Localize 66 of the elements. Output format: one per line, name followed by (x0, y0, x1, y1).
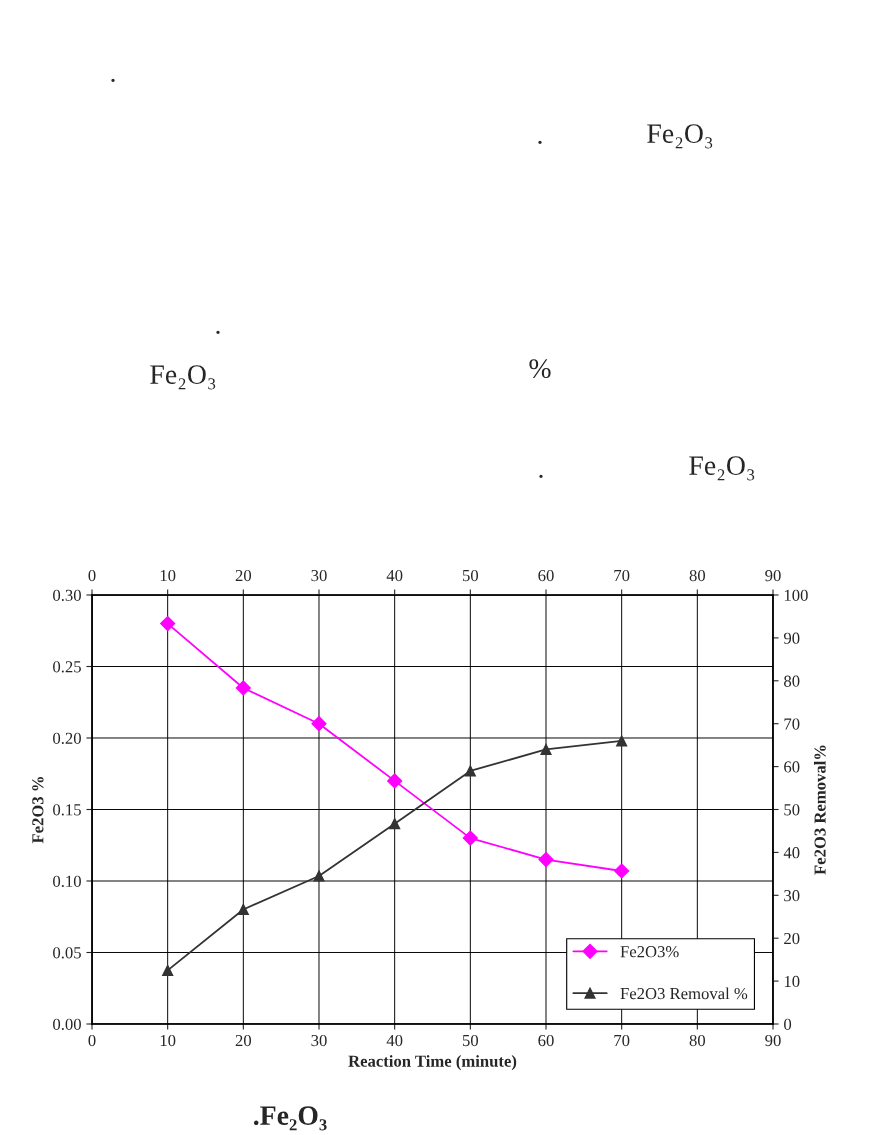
x2-tick-label: 0 (88, 569, 96, 582)
text: . (216, 330, 220, 335)
x2-tick-label: 40 (386, 569, 403, 582)
x-axis-title: Reaction Time (minute) (348, 1055, 517, 1071)
y2-tick-label: 0 (784, 1018, 792, 1030)
point (313, 870, 325, 882)
y2-tick-label: 50 (784, 804, 800, 816)
text: . (538, 140, 542, 145)
x-tick-label: 80 (689, 1034, 706, 1047)
point (538, 851, 554, 868)
x-tick-label: 90 (765, 1034, 781, 1047)
y-tick-label: 0.00 (53, 1018, 81, 1031)
y-tick-label: 0.10 (53, 875, 81, 888)
point (235, 680, 251, 696)
point (462, 830, 478, 846)
x-tick-label: 10 (160, 1034, 176, 1047)
point (464, 765, 476, 777)
point (160, 616, 176, 632)
y2-tick-label: 70 (784, 718, 800, 730)
x-tick-label: 60 (538, 1034, 554, 1047)
x2-tick-label: 30 (311, 569, 327, 582)
x2-tick-label: 60 (538, 569, 554, 582)
point (389, 818, 401, 830)
x-tick-label: 30 (311, 1034, 327, 1047)
text: % (529, 359, 551, 379)
x2-tick-label: 80 (689, 569, 706, 582)
y-tick-label: 0.25 (53, 661, 81, 673)
point (311, 716, 327, 732)
text: Fe₂O₃ (150, 365, 216, 390)
y2-tick-label: 60 (784, 761, 800, 773)
y-tick-label: 0.30 (53, 589, 81, 602)
legend-label: Fe2O3% (620, 946, 679, 958)
text: Fe₂O₃ (689, 456, 755, 481)
x2-tick-label: 70 (614, 569, 630, 582)
x-tick-label: 40 (386, 1034, 403, 1047)
y-tick-label: 0.15 (53, 804, 81, 816)
text: .Fe₂O₃ (253, 1106, 327, 1131)
point (614, 863, 630, 879)
y-tick-label: 0.05 (53, 947, 81, 959)
y2-tick-label: 40 (783, 847, 800, 859)
x-tick-label: 20 (235, 1034, 252, 1047)
point (387, 773, 403, 789)
y2-tick-label: 20 (784, 932, 800, 945)
text: . (539, 474, 543, 479)
point (162, 964, 174, 976)
x2-tick-label: 20 (235, 569, 252, 582)
x2-tick-label: 90 (765, 569, 781, 582)
x-tick-label: 50 (462, 1034, 479, 1047)
text: Fe₂O₃ (647, 124, 713, 149)
x2-tick-label: 50 (462, 569, 479, 582)
x-tick-label: 0 (88, 1034, 96, 1047)
text: . (111, 78, 115, 83)
legend-label: Fe2O3 Removal % (620, 987, 748, 1000)
y-tick-label: 0.20 (53, 732, 81, 745)
x2-tick-label: 10 (160, 569, 176, 582)
point (616, 735, 628, 747)
y-axis-title: Fe2O3 % (32, 777, 44, 844)
point (540, 743, 552, 755)
y2-tick-label: 100 (784, 589, 808, 601)
y2-tick-label: 30 (784, 890, 800, 902)
point (237, 903, 249, 916)
x-tick-label: 70 (614, 1034, 630, 1047)
y2-tick-label: 10 (784, 975, 800, 988)
y2-tick-label: 90 (783, 632, 800, 644)
y2-axis-title: Fe2O3 Removal% (813, 745, 826, 875)
y2-tick-label: 80 (784, 675, 800, 687)
